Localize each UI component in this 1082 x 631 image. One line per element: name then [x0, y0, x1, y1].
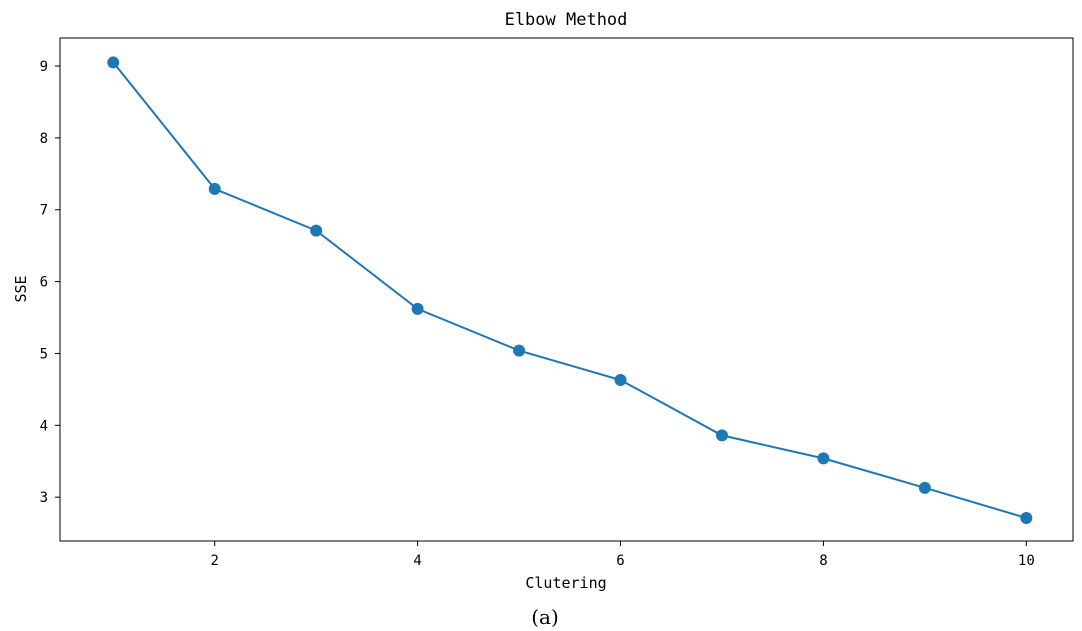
y-tick-label: 3 — [40, 490, 48, 506]
data-point — [107, 56, 120, 69]
y-tick-label: 9 — [40, 59, 48, 75]
data-point — [614, 374, 627, 387]
x-tick-label: 4 — [413, 553, 421, 569]
y-tick-label: 6 — [40, 275, 48, 291]
y-tick-label: 4 — [40, 418, 48, 434]
data-point — [1020, 512, 1033, 525]
y-axis-title: SSE — [12, 275, 30, 302]
x-axis: 2 4 6 8 10 — [210, 541, 1035, 569]
y-tick-label: 8 — [40, 131, 48, 147]
sse-series-line — [112, 61, 1027, 519]
data-point — [513, 344, 526, 357]
plot-area — [59, 37, 1074, 542]
chart-title: Elbow Method — [505, 10, 628, 30]
data-point — [411, 302, 424, 315]
figure-caption: (a) — [531, 605, 559, 629]
data-point — [715, 429, 728, 442]
data-point — [310, 224, 323, 237]
data-point — [817, 452, 830, 465]
sse-series-points — [107, 56, 1033, 525]
x-tick-label: 10 — [1018, 553, 1035, 569]
data-point — [918, 481, 931, 494]
x-axis-title: Clutering — [525, 574, 606, 592]
x-tick-label: 6 — [616, 553, 624, 569]
x-tick-label: 2 — [210, 553, 218, 569]
data-point — [208, 182, 221, 195]
y-tick-label: 7 — [40, 203, 48, 219]
y-axis: 3 4 5 6 7 8 9 — [40, 59, 60, 506]
x-tick-label: 8 — [819, 553, 827, 569]
y-tick-label: 5 — [40, 346, 48, 362]
